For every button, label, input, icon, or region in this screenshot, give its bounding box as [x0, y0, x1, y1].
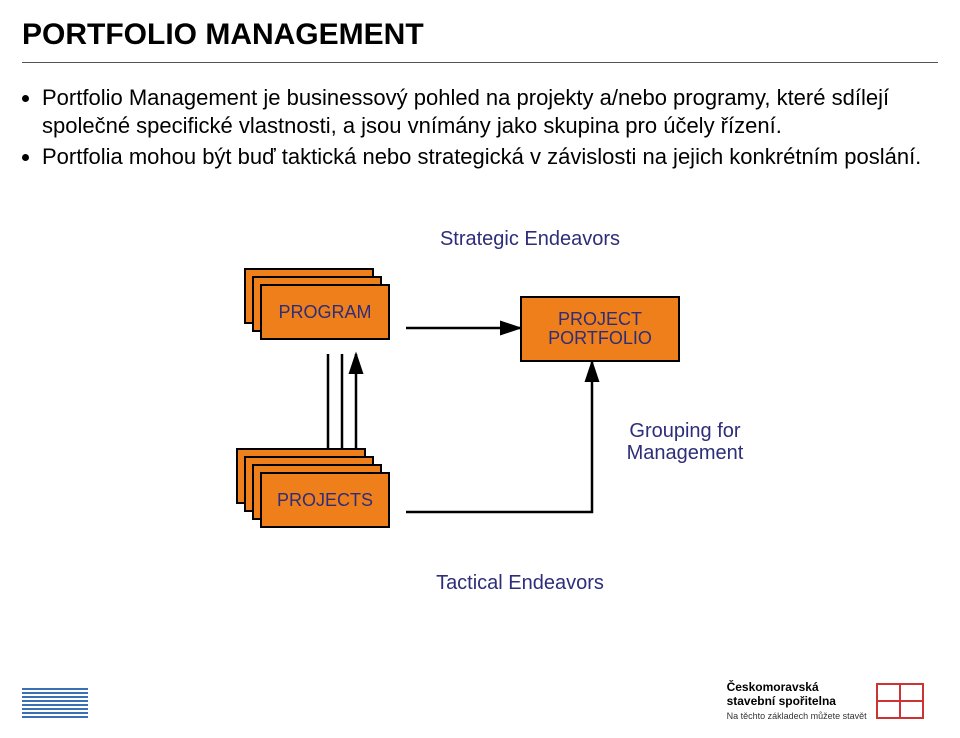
portfolio-layer: PROJECTPORTFOLIO: [520, 296, 680, 362]
program-layer: PROGRAM: [260, 284, 390, 340]
cmss-sub: Na těchto základech můžete stavět: [727, 711, 867, 721]
diagram-label-top: Strategic Endeavors: [420, 228, 640, 250]
diagram: PROGRAM PROJECTPORTFOLIO PROJECTS Strategi…: [220, 224, 780, 624]
title-divider: [22, 62, 938, 63]
page-title: PORTFOLIO MANAGEMENT: [22, 18, 424, 52]
cmss-line1: Českomoravská: [727, 680, 819, 694]
brick-icon: [876, 683, 924, 719]
bullet-item: Portfolia mohou být buď taktická nebo st…: [42, 143, 938, 171]
projects-box: PROJECTS: [236, 448, 390, 528]
program-box: PROGRAM: [244, 268, 390, 340]
bullet-item: Portfolio Management je businessový pohl…: [42, 84, 938, 139]
ibm-logo: [22, 688, 88, 714]
projects-layer: PROJECTS: [260, 472, 390, 528]
diagram-label-right: Grouping forManagement: [600, 420, 770, 464]
portfolio-box: PROJECTPORTFOLIO: [520, 296, 680, 362]
cmss-line2: stavební spořitelna: [727, 694, 836, 708]
diagram-label-bottom: Tactical Endeavors: [410, 572, 630, 594]
bullet-list: Portfolio Management je businessový pohl…: [22, 84, 938, 175]
cmss-logo: Českomoravská stavební spořitelna Na těc…: [727, 680, 924, 722]
